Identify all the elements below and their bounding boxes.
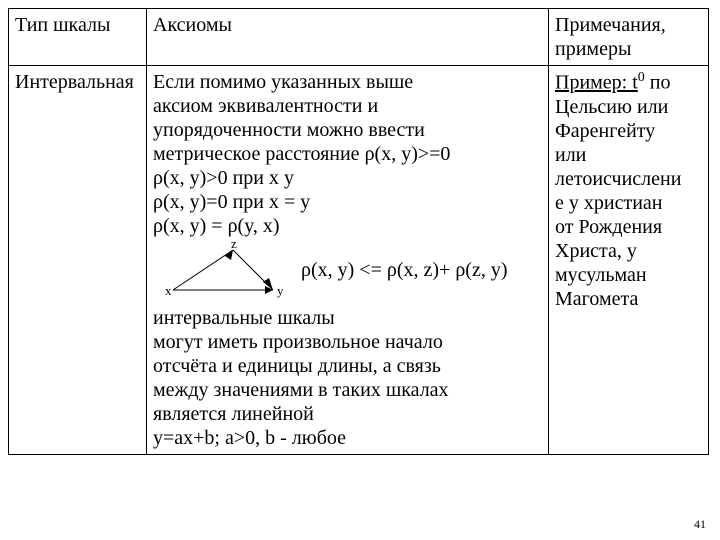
note-line: летоисчислени	[555, 167, 702, 191]
table-header-row: Тип шкалы Аксиомы Примечания, примеры	[9, 9, 709, 66]
page-number: 41	[694, 517, 706, 532]
cell-axioms: Если помимо указанных выше аксиом эквива…	[147, 66, 549, 455]
triangle-inequality: ρ(x, y) <= ρ(x, z)+ ρ(z, y)	[301, 258, 508, 282]
cell-notes: Пример: t0 по Цельсию или Фаренгейту или…	[549, 66, 709, 455]
note-line: Христа, у	[555, 239, 702, 263]
axiom-line: интервальные шкалы	[153, 306, 542, 330]
header-type: Тип шкалы	[9, 9, 147, 66]
note-line: от Рождения	[555, 215, 702, 239]
scale-table: Тип шкалы Аксиомы Примечания, примеры Ин…	[8, 8, 709, 455]
table-row: Интервальная Если помимо указанных выше …	[9, 66, 709, 455]
axiom-line: ρ(x, y) = ρ(y, x)	[153, 214, 542, 238]
note-line: Цельсию или	[555, 95, 702, 119]
note-underline: Пример: t	[555, 72, 638, 94]
cell-scale-type: Интервальная	[9, 66, 147, 455]
note-line: Магомета	[555, 287, 702, 311]
triangle-row: x y z ρ(x, y) <= ρ(x, z)+ ρ(z, y)	[153, 240, 542, 300]
note-text: по	[645, 72, 671, 94]
axiom-line: аксиом эквивалентности и	[153, 94, 542, 118]
axiom-line: Если помимо указанных выше	[153, 70, 542, 94]
triangle-diagram: x y z	[153, 240, 293, 300]
axiom-line: ρ(x, y)>0 при x y	[153, 166, 542, 190]
vertex-y-label: y	[277, 283, 284, 298]
axiom-line: между значениями в таких шкалах	[153, 378, 542, 402]
axiom-line: могут иметь произвольное начало	[153, 330, 542, 354]
header-axioms: Аксиомы	[147, 9, 549, 66]
axiom-line: является линейной	[153, 402, 542, 426]
note-line: или	[555, 143, 702, 167]
axiom-line: y=ax+b; a>0, b - любое	[153, 426, 542, 450]
note-line: Пример: t0 по	[555, 70, 702, 95]
vertex-z-label: z	[231, 240, 237, 251]
axiom-line: отсчёта и единицы длины, а связь	[153, 354, 542, 378]
note-line: Фаренгейту	[555, 119, 702, 143]
note-line: е у христиан	[555, 191, 702, 215]
note-superscript: 0	[638, 70, 645, 85]
vertex-x-label: x	[165, 283, 172, 298]
axiom-line: ρ(x, y)=0 при x = y	[153, 190, 542, 214]
note-line: мусульман	[555, 263, 702, 287]
header-notes: Примечания, примеры	[549, 9, 709, 66]
axiom-line: упорядоченности можно ввести	[153, 118, 542, 142]
axioms-text: Если помимо указанных выше аксиом эквива…	[153, 70, 542, 450]
axiom-line: метрическое расстояние ρ(x, y)>=0	[153, 142, 542, 166]
